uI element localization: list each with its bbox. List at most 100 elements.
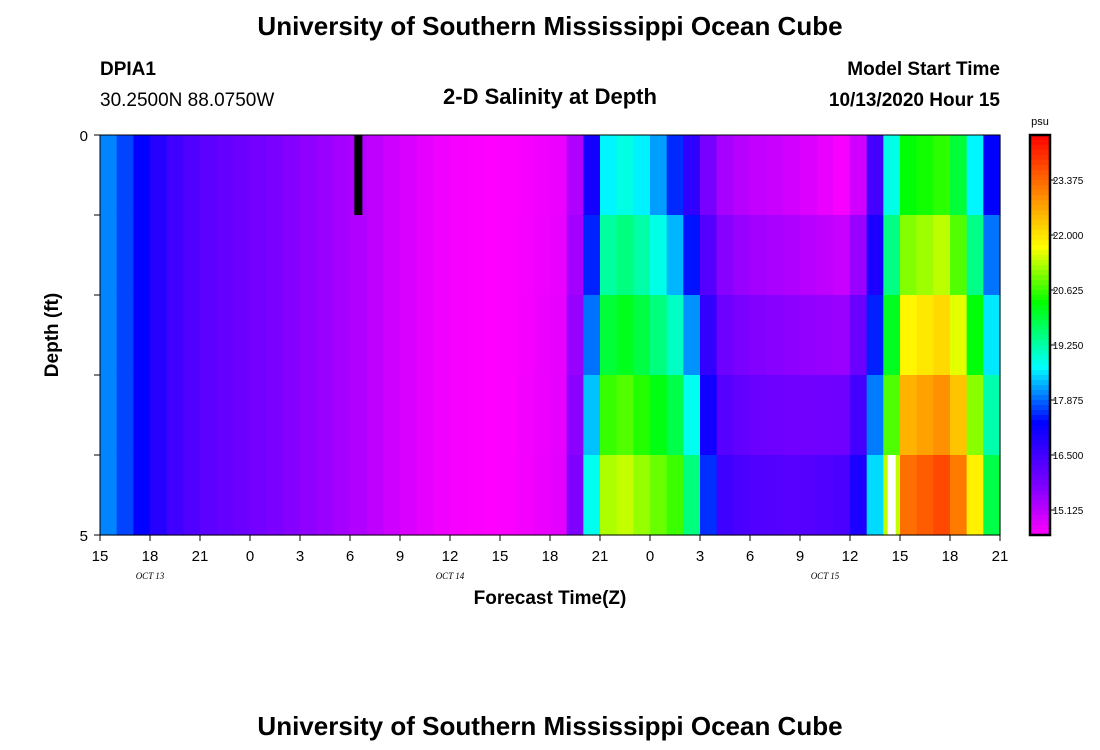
heatmap-cell	[616, 295, 634, 376]
footer-title: University of Southern Mississippi Ocean…	[257, 711, 842, 741]
heatmap-cell	[200, 375, 218, 456]
colorbar-swatch	[1030, 520, 1050, 526]
heatmap-cell	[250, 215, 268, 296]
heatmap-cell	[400, 135, 418, 216]
heatmap-cell	[450, 455, 468, 536]
heatmap-cell	[633, 295, 651, 376]
heatmap-cell	[816, 135, 834, 216]
heatmap-cell	[483, 135, 501, 216]
heatmap-cell	[716, 215, 734, 296]
missing-data-markers	[354, 135, 896, 535]
heatmap-cell	[650, 375, 668, 456]
colorbar-swatch	[1030, 410, 1050, 416]
colorbar-swatch	[1030, 270, 1050, 276]
heatmap-cell	[200, 135, 218, 216]
heatmap-cell	[916, 455, 934, 536]
heatmap-cell	[116, 375, 134, 456]
heatmap-cell	[466, 215, 484, 296]
heatmap-cell	[766, 375, 784, 456]
colorbar-swatch	[1030, 185, 1050, 191]
colorbar-swatch	[1030, 255, 1050, 261]
colorbar-swatch	[1030, 350, 1050, 356]
x-tick-label: 21	[992, 548, 1009, 565]
heatmap-cell	[816, 375, 834, 456]
heatmap-cell	[550, 135, 568, 216]
heatmap-cell	[850, 135, 868, 216]
heatmap-cell	[766, 135, 784, 216]
heatmap-cell	[350, 375, 368, 456]
heatmap-cell	[416, 295, 434, 376]
colorbar-swatch	[1030, 145, 1050, 151]
heatmap-cell	[900, 295, 918, 376]
colorbar-tick-label: 22.000	[1053, 231, 1084, 242]
heatmap-cell	[366, 455, 384, 536]
heatmap-cell	[533, 455, 551, 536]
heatmap-cell	[833, 375, 851, 456]
heatmap-cell	[400, 295, 418, 376]
heatmap-cell	[366, 135, 384, 216]
heatmap-cell	[266, 135, 284, 216]
heatmap-cell	[766, 295, 784, 376]
heatmap-cell	[266, 455, 284, 536]
colorbar-tick-label: 23.375	[1053, 176, 1084, 187]
missing-data-marker	[354, 135, 363, 215]
colorbar-swatch	[1030, 480, 1050, 486]
heatmap-cell	[583, 295, 601, 376]
colorbar-swatch	[1030, 275, 1050, 281]
heatmap-cell	[116, 295, 134, 376]
heatmap-cell	[533, 215, 551, 296]
heatmap-cell	[800, 455, 818, 536]
heatmap-cell	[983, 455, 1001, 536]
heatmap-cell	[683, 295, 701, 376]
heatmap-cell	[783, 455, 801, 536]
heatmap-cell	[800, 375, 818, 456]
heatmap-cell	[466, 455, 484, 536]
colorbar-swatch	[1030, 345, 1050, 351]
heatmap-cell	[116, 455, 134, 536]
heatmap-cell	[600, 135, 618, 216]
colorbar-swatch	[1030, 505, 1050, 511]
heatmap-cell	[866, 295, 884, 376]
heatmap-cell	[633, 215, 651, 296]
heatmap-cell	[650, 455, 668, 536]
page-title: University of Southern Mississippi Ocean…	[257, 11, 842, 41]
x-tick-label: 18	[542, 548, 559, 565]
heatmap-cell	[300, 135, 318, 216]
colorbar-swatch	[1030, 495, 1050, 501]
colorbar-swatch	[1030, 370, 1050, 376]
heatmap-cell	[933, 375, 951, 456]
heatmap-cell	[883, 215, 901, 296]
heatmap-cell	[100, 295, 118, 376]
heatmap-cell	[850, 215, 868, 296]
colorbar-swatch	[1030, 405, 1050, 411]
heatmap-cell	[300, 375, 318, 456]
heatmap-cell	[600, 295, 618, 376]
heatmap-cell	[916, 375, 934, 456]
colorbar-swatch	[1030, 205, 1050, 211]
colorbar-tick-label: 20.625	[1053, 286, 1084, 297]
heatmap-cell	[716, 375, 734, 456]
heatmap-cells	[100, 135, 1001, 536]
heatmap-cell	[333, 375, 351, 456]
heatmap-cell	[816, 455, 834, 536]
colorbar-swatch	[1030, 450, 1050, 456]
heatmap-cell	[133, 455, 151, 536]
colorbar-swatch	[1030, 465, 1050, 471]
heatmap-cell	[166, 215, 184, 296]
heatmap-cell	[683, 135, 701, 216]
heatmap-cell	[383, 295, 401, 376]
heatmap-cell	[933, 215, 951, 296]
heatmap-cell	[483, 375, 501, 456]
heatmap-cell	[950, 375, 968, 456]
colorbar-swatch	[1030, 300, 1050, 306]
x-tick-label: 18	[142, 548, 159, 565]
heatmap-cell	[283, 215, 301, 296]
heatmap-cell	[483, 295, 501, 376]
colorbar-swatch	[1030, 425, 1050, 431]
colorbar-swatch	[1030, 380, 1050, 386]
colorbar-swatch	[1030, 135, 1050, 141]
colorbar-swatch	[1030, 435, 1050, 441]
y-tick-label: 0	[80, 128, 88, 145]
station-id: DPIA1	[100, 59, 156, 80]
heatmap-cell	[350, 455, 368, 536]
